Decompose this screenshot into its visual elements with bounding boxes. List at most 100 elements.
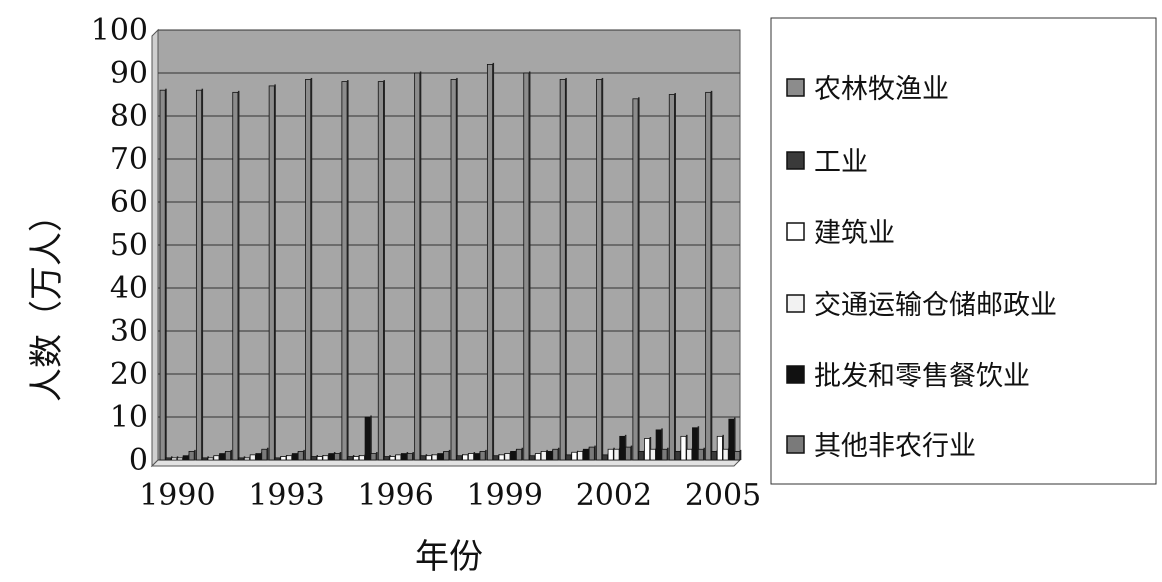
bar-side — [722, 434, 724, 460]
bar — [322, 455, 329, 461]
bar-side — [734, 417, 736, 460]
bar — [232, 91, 239, 461]
y-tick-label: 0 — [129, 443, 148, 478]
y-tick-label: 50 — [110, 228, 148, 263]
bar — [425, 455, 432, 461]
bar — [383, 456, 390, 461]
bar — [523, 72, 530, 461]
bar-side — [565, 77, 567, 460]
bar-side — [638, 97, 640, 461]
bar — [401, 453, 408, 461]
x-tick-label: 1990 — [139, 478, 215, 513]
bar-side — [630, 445, 633, 460]
bar-side — [412, 452, 414, 460]
bar — [370, 453, 377, 461]
bar — [437, 453, 444, 461]
legend-label: 其他非农行业 — [814, 431, 976, 462]
bar-side — [492, 62, 495, 461]
bar — [188, 450, 195, 461]
bar-side — [594, 445, 596, 460]
bar — [456, 455, 463, 461]
x-tick-label: 1999 — [467, 478, 543, 513]
bar — [341, 81, 348, 461]
bar-side — [448, 449, 451, 460]
bar — [219, 453, 226, 461]
x-tick-label: 1996 — [357, 478, 433, 513]
bar — [571, 451, 578, 461]
bar — [291, 453, 298, 461]
bar — [515, 448, 522, 461]
legend-label: 农林牧渔业 — [814, 74, 949, 105]
bar — [467, 453, 474, 461]
bar — [420, 455, 427, 461]
bar — [255, 453, 262, 461]
bar — [565, 454, 572, 461]
bar — [674, 450, 681, 461]
bar-side — [649, 437, 652, 460]
bar — [176, 457, 183, 461]
x-tick-label: 2005 — [685, 478, 761, 513]
bar — [705, 91, 712, 461]
y-tick-label: 30 — [110, 314, 148, 349]
bar — [588, 446, 595, 461]
plot-floor — [150, 459, 742, 467]
bar-side — [230, 449, 233, 460]
legend-label: 建筑业 — [814, 218, 895, 249]
bar — [328, 453, 335, 461]
y-tick-label: 90 — [110, 56, 148, 91]
legend-label: 工业 — [814, 147, 868, 178]
bar-side — [528, 71, 531, 460]
bar — [596, 79, 603, 461]
bar — [529, 455, 536, 461]
y-tick-label: 40 — [110, 271, 148, 306]
axes: 0 10 20 30 40 50 60 70 80 90 100 1990 1993 1996 1999 20… — [91, 13, 761, 513]
bar — [316, 456, 323, 461]
bar — [734, 450, 741, 461]
bar-side — [165, 88, 167, 460]
bar-side — [456, 77, 458, 460]
bar — [243, 457, 250, 461]
y-tick-label: 10 — [110, 400, 148, 435]
bar — [159, 89, 166, 461]
bar — [479, 450, 486, 461]
bar — [389, 456, 396, 461]
bar — [171, 457, 178, 461]
bar-side — [674, 93, 676, 460]
y-tick-label: 60 — [110, 185, 148, 220]
legend-label: 交通运输仓储邮政业 — [814, 290, 1057, 321]
bar — [280, 456, 287, 461]
bar-side — [697, 426, 700, 460]
bar-side — [266, 447, 269, 460]
bar — [431, 454, 438, 461]
bar — [334, 453, 341, 461]
y-tick-label: 20 — [110, 357, 148, 392]
bar — [655, 429, 662, 461]
plot-area — [150, 28, 742, 468]
x-tick-label: 2002 — [576, 478, 652, 513]
bar-side — [376, 452, 378, 460]
bar — [450, 79, 457, 461]
bar-side — [521, 447, 524, 460]
bar — [607, 448, 614, 461]
bar — [353, 456, 360, 461]
bar — [165, 457, 172, 461]
bar-side — [661, 428, 663, 460]
bar — [377, 81, 384, 461]
bar-side — [339, 452, 342, 460]
bar — [364, 416, 371, 461]
bar — [274, 457, 281, 461]
x-tick-label: 1993 — [248, 478, 324, 513]
bars — [159, 62, 742, 461]
bar — [661, 448, 668, 461]
y-tick-label: 70 — [110, 142, 148, 177]
bar — [406, 453, 413, 461]
bar — [692, 427, 699, 461]
bar-side — [274, 84, 276, 461]
legend-box — [770, 17, 1157, 485]
bar — [182, 455, 189, 461]
bar — [644, 438, 651, 461]
bar — [728, 418, 735, 461]
legend-swatch — [786, 294, 805, 313]
bar — [613, 448, 620, 461]
bar — [534, 453, 541, 461]
